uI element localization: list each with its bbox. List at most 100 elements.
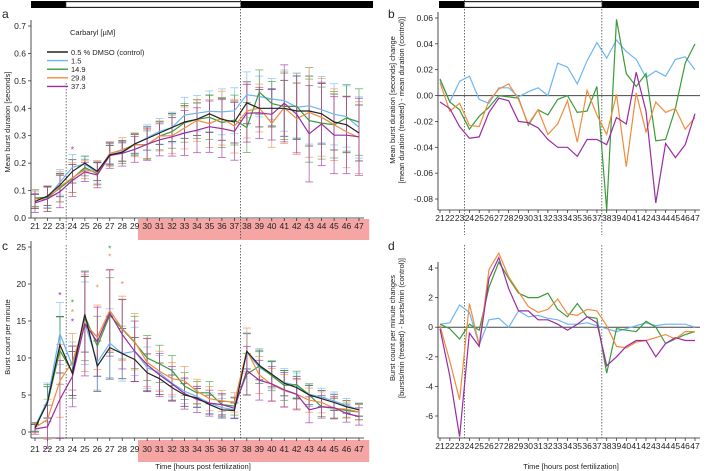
x-tick-label: 34 <box>192 221 202 231</box>
series-line-0-5-dmso-control- <box>34 314 360 429</box>
x-tick-label: 46 <box>342 444 352 454</box>
legend-item: 29.8 <box>71 74 86 83</box>
significance-star: * <box>108 243 112 253</box>
light-phase <box>464 1 603 8</box>
x-tick-label: 30 <box>524 213 534 223</box>
y-axis-label: Mean burst duration [seconds] change <box>388 36 397 164</box>
x-tick-label: 33 <box>553 213 563 223</box>
x-tick-label: 30 <box>524 441 534 451</box>
x-tick-label: 40 <box>267 221 277 231</box>
x-tick-label: 47 <box>690 441 700 451</box>
series-line-37-3 <box>439 72 696 203</box>
panel-letter: d <box>388 239 395 253</box>
x-tick-label: 45 <box>329 221 339 231</box>
series-line-1-5 <box>439 38 696 105</box>
x-tick-label: 47 <box>354 221 364 231</box>
x-tick-label: 42 <box>641 213 651 223</box>
y-tick-label: -6 <box>425 411 433 421</box>
x-tick-label: 22 <box>43 444 53 454</box>
x-tick-label: 47 <box>690 213 700 223</box>
x-tick-label: 45 <box>671 441 681 451</box>
x-tick-label: 22 <box>445 213 455 223</box>
y-tick-label: 0.5 <box>14 76 26 86</box>
x-tick-label: 25 <box>80 221 90 231</box>
x-tick-label: 31 <box>155 221 165 231</box>
x-tick-label: 44 <box>317 221 327 231</box>
legend-title: Carbaryl [µM] <box>70 28 115 37</box>
x-tick-label: 29 <box>130 444 140 454</box>
x-tick-label: 21 <box>435 213 445 223</box>
x-tick-label: 29 <box>514 441 524 451</box>
panel-letter: a <box>2 7 9 21</box>
x-tick-label: 45 <box>671 213 681 223</box>
x-tick-label: 32 <box>543 441 553 451</box>
error-bar <box>31 192 39 213</box>
x-tick-label: 32 <box>543 213 553 223</box>
x-tick-label: 29 <box>130 221 140 231</box>
panel-letter: c <box>2 239 8 253</box>
x-tick-label: 24 <box>465 441 475 451</box>
x-tick-label: 24 <box>68 221 78 231</box>
x-tick-label: 36 <box>582 441 592 451</box>
x-tick-label: 21 <box>30 444 40 454</box>
series-line-29-8 <box>34 106 360 200</box>
y-tick-label: 0.06 <box>416 13 433 23</box>
y-tick-label: 2 <box>428 293 433 303</box>
x-tick-label: 39 <box>612 213 622 223</box>
series-line-37-3 <box>439 255 695 437</box>
significance-star: * <box>71 298 75 308</box>
x-tick-label: 27 <box>494 441 504 451</box>
y-tick-label: 4 <box>428 263 433 273</box>
y-axis-label: [mean duration (treated) - mean duration… <box>397 17 406 184</box>
x-tick-label: 21 <box>30 221 40 231</box>
y-tick-label: 0.04 <box>416 39 433 49</box>
x-tick-label: 41 <box>279 444 289 454</box>
x-tick-label: 35 <box>205 444 215 454</box>
x-tick-label: 42 <box>641 441 651 451</box>
y-tick-label: 0.1 <box>14 186 26 196</box>
legend-item: 1.5 <box>71 56 81 65</box>
y-tick-label: 0.02 <box>416 65 433 75</box>
x-tick-label: 30 <box>142 444 152 454</box>
x-tick-label: 23 <box>55 221 65 231</box>
series-line-0-5-dmso-control- <box>34 102 360 203</box>
y-tick-label: 5 <box>21 390 26 400</box>
x-tick-label: 22 <box>445 441 455 451</box>
x-tick-label: 45 <box>329 444 339 454</box>
x-tick-label: 41 <box>631 213 641 223</box>
light-dark-cycle-bar <box>439 1 699 8</box>
series-line-14-9 <box>439 19 696 211</box>
x-tick-label: 34 <box>192 444 202 454</box>
x-tick-label: 25 <box>474 441 484 451</box>
x-tick-label: 46 <box>680 213 690 223</box>
light-dark-cycle-bar <box>31 1 373 8</box>
x-tick-label: 46 <box>342 221 352 231</box>
x-tick-label: 29 <box>514 213 524 223</box>
x-tick-label: 39 <box>255 221 265 231</box>
x-tick-label: 24 <box>68 444 78 454</box>
x-tick-label: 43 <box>651 441 661 451</box>
x-tick-label: 43 <box>651 213 661 223</box>
x-tick-label: 36 <box>217 444 227 454</box>
x-tick-label: 44 <box>661 441 671 451</box>
y-tick-label: 15 <box>17 316 27 326</box>
x-tick-label: 25 <box>80 444 90 454</box>
x-tick-label: 38 <box>242 221 252 231</box>
x-tick-label: 37 <box>592 441 602 451</box>
x-tick-label: 27 <box>494 213 504 223</box>
x-tick-label: 30 <box>142 221 152 231</box>
x-tick-label: 41 <box>631 441 641 451</box>
series-line-37-3 <box>34 102 360 204</box>
x-tick-label: 43 <box>304 221 314 231</box>
x-tick-label: 23 <box>455 213 465 223</box>
panel-d <box>435 245 700 441</box>
panel-b <box>435 0 700 235</box>
x-tick-label: 35 <box>573 213 583 223</box>
highlight-band <box>137 219 370 240</box>
x-tick-label: 28 <box>117 444 127 454</box>
x-axis-label: Time [hours post fertilization] <box>155 462 251 471</box>
significance-star: * <box>71 307 75 317</box>
x-tick-label: 22 <box>43 221 53 231</box>
series-line-29-8 <box>34 309 360 429</box>
